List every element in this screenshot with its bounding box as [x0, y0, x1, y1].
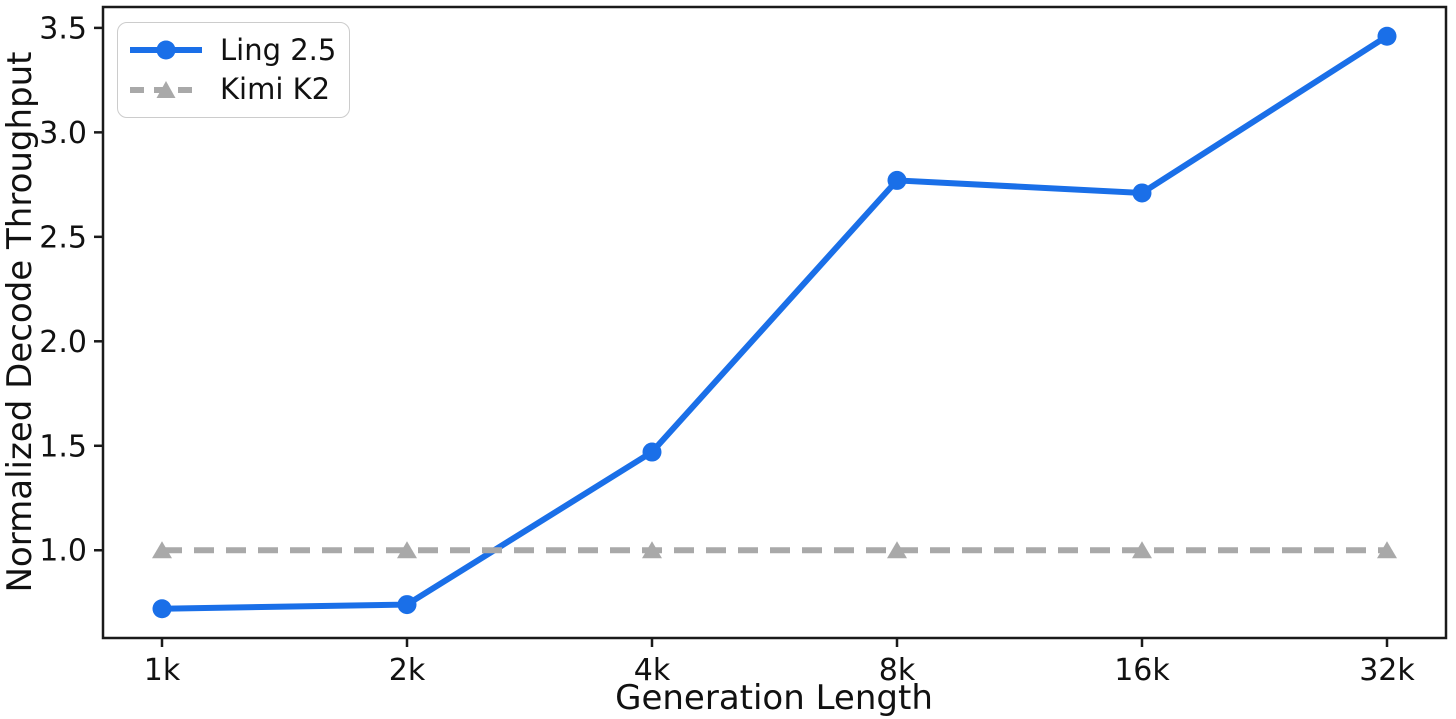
y-axis-title: Normalized Decode Throughput	[0, 51, 40, 592]
data-point-circle	[152, 599, 172, 619]
y-tick-label: 3.5	[39, 11, 87, 46]
data-point-triangle	[1132, 541, 1152, 559]
legend-label-ling-2-5: Ling 2.5	[220, 32, 337, 67]
legend-item-kimi-k2: Kimi K2	[128, 75, 339, 104]
y-tick-label: 1.5	[39, 429, 87, 464]
data-point-triangle	[152, 541, 172, 559]
x-tick-label: 2k	[389, 653, 426, 688]
x-tick-label: 16k	[1114, 653, 1170, 688]
legend-item-ling-2-5: Ling 2.5	[128, 32, 339, 67]
legend-marker-solid-circle	[130, 40, 202, 60]
series-layer	[152, 26, 1397, 619]
data-point-circle	[887, 170, 907, 190]
y-tick-label: 3.0	[39, 116, 87, 151]
series-line	[161, 33, 1389, 612]
data-point-circle	[642, 442, 662, 462]
x-tick-label: 4k	[634, 653, 671, 688]
data-point-triangle	[887, 541, 907, 559]
data-point-circle	[1132, 183, 1152, 203]
x-tick-label: 32k	[1359, 653, 1415, 688]
x-tick-label: 1k	[144, 653, 181, 688]
axes-ticks: 1k 2k 4k 8k 16k 32k 1.0 1.5 2.0 2.5 3.0 3.5	[39, 11, 1415, 688]
legend: Ling 2.5 Kimi K2	[117, 22, 350, 118]
y-tick-label: 2.0	[39, 325, 87, 360]
data-point-circle	[397, 595, 417, 615]
data-point-triangle	[1377, 541, 1397, 559]
x-tick-label: 8k	[879, 653, 916, 688]
data-point-triangle	[642, 541, 662, 559]
plot-frame	[101, 5, 1448, 640]
y-tick-label: 2.5	[39, 220, 87, 255]
legend-label-kimi-k2: Kimi K2	[220, 72, 331, 107]
legend-marker-dashed-triangle	[130, 80, 202, 98]
x-axis-title: Generation Length	[615, 678, 933, 718]
data-point-circle	[1377, 26, 1397, 46]
data-point-triangle	[397, 541, 417, 559]
y-tick-label: 1.0	[39, 534, 87, 569]
